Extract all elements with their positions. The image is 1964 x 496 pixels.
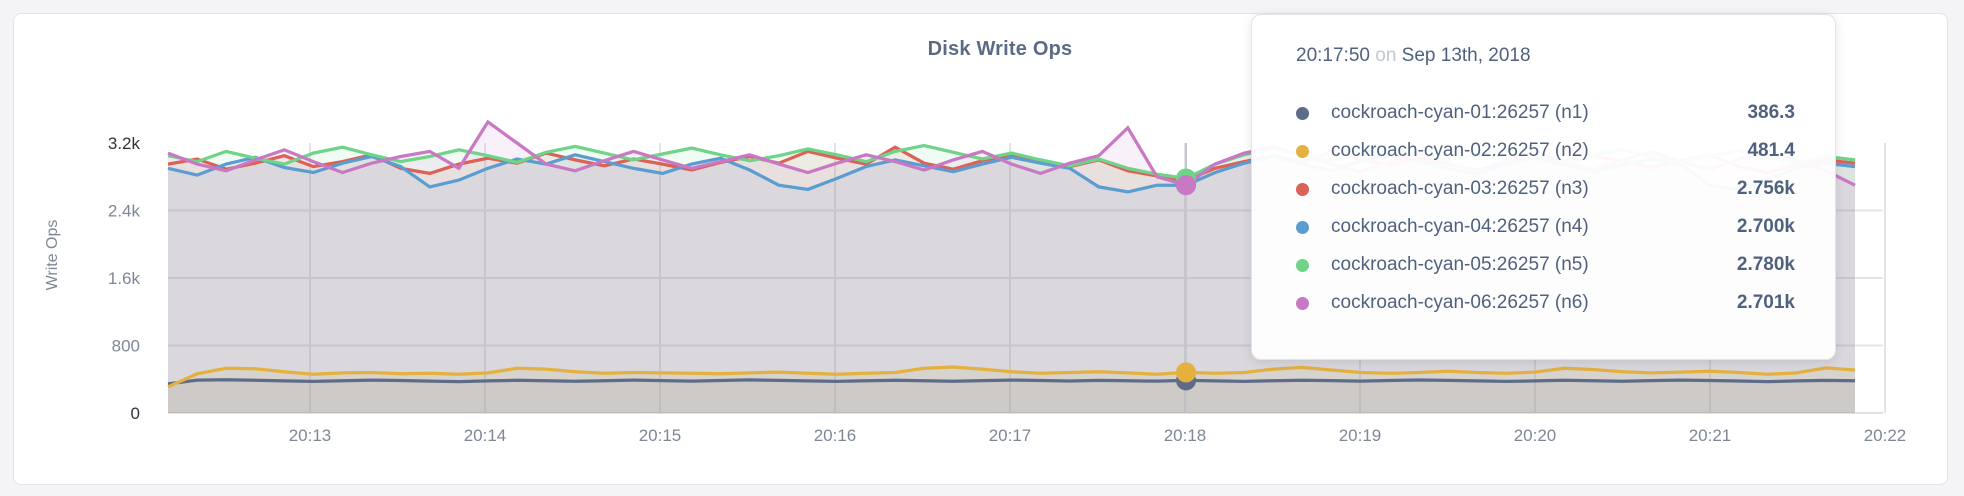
y-tick-label: 1.6k	[108, 269, 141, 288]
series-name: cockroach-cyan-04:26257 (n4)	[1331, 216, 1589, 237]
tooltip-series-row: cockroach-cyan-05:26257 (n5) 2.780k	[1296, 246, 1795, 284]
series-value: 2.756k	[1736, 178, 1795, 199]
hover-tooltip: 20:17:50 on Sep 13th, 2018 cockroach-cya…	[1251, 14, 1836, 360]
x-tick-label: 20:15	[639, 426, 682, 445]
series-color-dot-icon	[1296, 144, 1309, 158]
series-color-dot-icon	[1296, 220, 1309, 234]
y-tick-label: 0	[131, 404, 140, 423]
tooltip-time: 20:17:50	[1296, 45, 1370, 66]
hover-dot-n2	[1176, 362, 1197, 383]
series-name: cockroach-cyan-02:26257 (n2)	[1331, 140, 1589, 161]
tooltip-series-row: cockroach-cyan-04:26257 (n4) 2.700k	[1296, 208, 1795, 246]
series-color-dot-icon	[1296, 296, 1309, 310]
hover-dot-n6	[1176, 175, 1197, 196]
series-value: 481.4	[1747, 140, 1795, 161]
series-value: 2.780k	[1736, 254, 1795, 275]
x-tick-label: 20:14	[464, 426, 507, 445]
tooltip-conjunction: on	[1369, 45, 1402, 66]
series-name: cockroach-cyan-03:26257 (n3)	[1331, 178, 1589, 199]
series-color-dot-icon	[1296, 106, 1309, 120]
tooltip-date: Sep 13th, 2018	[1401, 45, 1531, 66]
chart-title: Disk Write Ops	[927, 38, 1073, 60]
series-color-dot-icon	[1296, 258, 1309, 272]
x-tick-label: 20:19	[1339, 426, 1382, 445]
series-color-dot-icon	[1296, 182, 1309, 196]
tooltip-series-list: cockroach-cyan-01:26257 (n1) 386.3 cockroa…	[1296, 94, 1795, 322]
tooltip-series-row: cockroach-cyan-06:26257 (n6) 2.701k	[1296, 284, 1795, 322]
y-axis-title: Write Ops	[44, 220, 61, 291]
x-tick-label: 20:22	[1864, 426, 1907, 445]
x-tick-label: 20:18	[1164, 426, 1207, 445]
x-tick-label: 20:16	[814, 426, 857, 445]
y-tick-label: 3.2k	[108, 134, 141, 153]
series-area-n1	[168, 379, 1855, 413]
series-line-n1	[167, 378, 1856, 386]
y-tick-label: 800	[112, 337, 140, 356]
series-name: cockroach-cyan-01:26257 (n1)	[1331, 102, 1589, 123]
series-line-n2	[167, 365, 1856, 389]
tooltip-series-row: cockroach-cyan-03:26257 (n3) 2.756k	[1296, 170, 1795, 208]
series-name: cockroach-cyan-06:26257 (n6)	[1331, 292, 1589, 313]
x-tick-label: 20:17	[989, 426, 1032, 445]
tooltip-header: 20:17:50 on Sep 13th, 2018	[1296, 43, 1795, 69]
series-name: cockroach-cyan-05:26257 (n5)	[1331, 254, 1589, 275]
y-tick-label: 2.4k	[108, 202, 141, 221]
series-value: 2.701k	[1736, 292, 1795, 313]
series-value: 2.700k	[1736, 216, 1795, 237]
series-area-n2	[168, 367, 1855, 413]
tooltip-series-row: cockroach-cyan-01:26257 (n1) 386.3	[1296, 94, 1795, 132]
x-tick-label: 20:21	[1689, 426, 1732, 445]
x-tick-label: 20:13	[289, 426, 332, 445]
series-value: 386.3	[1747, 102, 1795, 123]
x-tick-label: 20:20	[1514, 426, 1557, 445]
tooltip-series-row: cockroach-cyan-02:26257 (n2) 481.4	[1296, 132, 1795, 170]
